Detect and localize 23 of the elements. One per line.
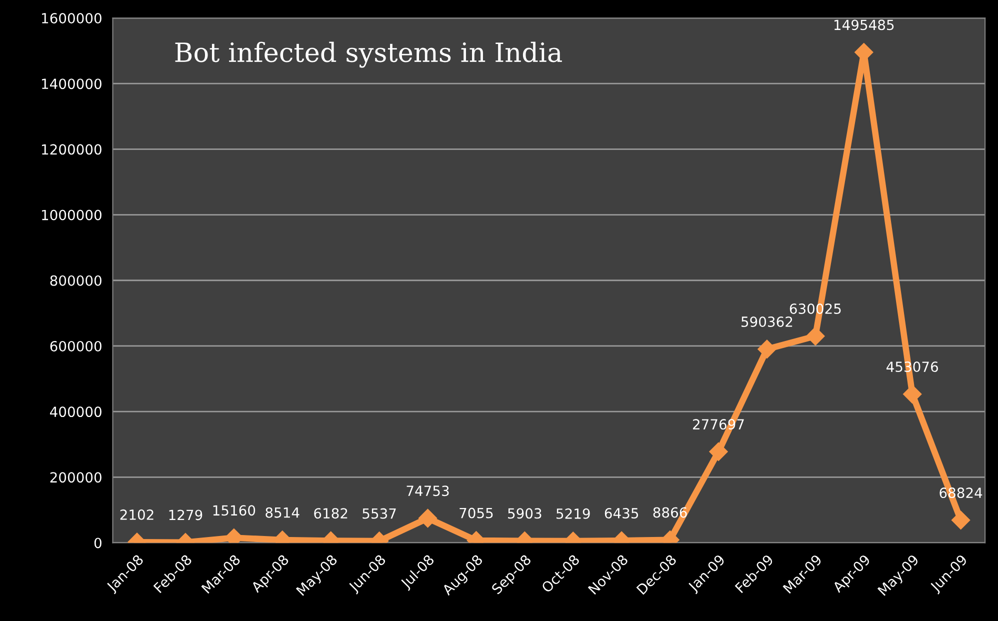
text: Bot infected systems in India	[175, 42, 562, 68]
data-label: 5903	[508, 508, 542, 519]
data-label: 7055	[460, 508, 493, 518]
y-tick-label: 800000	[50, 275, 102, 286]
data-label: 5219	[556, 508, 590, 519]
y-tick-label: 600000	[50, 340, 102, 352]
y-tick-label: 400000	[50, 406, 102, 418]
data-label: 5537	[362, 508, 396, 519]
y-tick-label: 1000000	[42, 210, 102, 220]
data-label: 6182	[314, 508, 348, 519]
data-label: 2102	[120, 509, 154, 520]
data-label: 8514	[266, 507, 300, 518]
data-label: 74753	[406, 486, 449, 496]
data-label: 1495485	[834, 20, 894, 30]
y-tick-label: 200000	[50, 472, 102, 483]
data-label: 6435	[604, 508, 638, 519]
y-tick-label: 1200000	[42, 144, 102, 155]
y-tick-label: 0	[94, 538, 102, 548]
y-tick-label: 1400000	[42, 78, 102, 90]
data-label: 590362	[742, 316, 792, 327]
y-tick-label: 1600000	[42, 12, 102, 24]
data-label: 1279	[169, 510, 202, 520]
data-label: 15160	[213, 505, 256, 516]
